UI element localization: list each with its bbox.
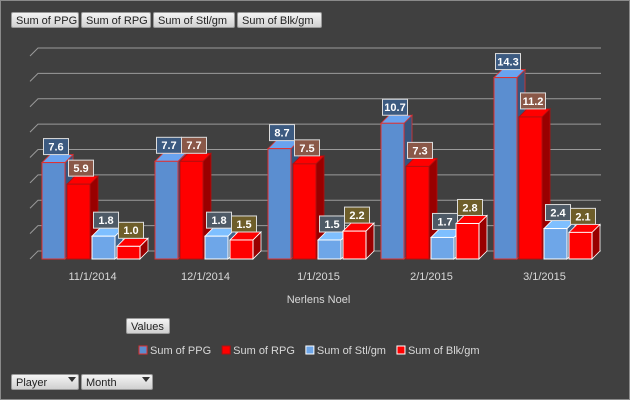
- bar: [317, 239, 342, 260]
- bar: [342, 230, 367, 260]
- field-button[interactable]: Sum of PPG: [11, 12, 79, 28]
- data-label-box: [570, 207, 596, 225]
- legend-label: Sum of RPG: [233, 345, 295, 357]
- bar: [292, 163, 317, 260]
- x-tick-label: 2/1/2015: [410, 271, 453, 283]
- legend-marker: [305, 345, 315, 355]
- data-label: 2.4: [550, 207, 566, 219]
- bar: [154, 160, 179, 260]
- grid-line: [29, 123, 601, 133]
- bar: [91, 235, 116, 260]
- data-label: 7.5: [299, 143, 314, 155]
- bar: [543, 228, 568, 260]
- bar: [518, 116, 543, 260]
- data-label: 5.9: [73, 163, 88, 175]
- data-label-box: [43, 138, 69, 156]
- bar: [455, 222, 480, 260]
- data-label: 1.8: [211, 215, 226, 227]
- data-label: 1.8: [98, 215, 113, 227]
- data-label: 1.0: [123, 225, 138, 237]
- bar: [179, 160, 204, 260]
- data-label: 1.5: [324, 219, 339, 231]
- bar: [430, 236, 455, 260]
- bar: [380, 122, 405, 260]
- field-button[interactable]: Sum of RPG: [81, 12, 151, 28]
- grid-line: [29, 98, 601, 108]
- filter-arrow[interactable]: [142, 377, 150, 382]
- data-label: 2.8: [462, 202, 477, 214]
- filter-label: Month: [86, 377, 117, 389]
- data-label: 1.5: [236, 219, 251, 231]
- bar: [493, 77, 518, 260]
- filter-button[interactable]: Player: [11, 374, 79, 390]
- data-label-box: [181, 136, 207, 154]
- data-label-box: [118, 221, 144, 239]
- data-label-box: [68, 159, 94, 177]
- bar: [66, 183, 91, 260]
- data-label-box: [344, 206, 370, 224]
- bar: [568, 231, 593, 260]
- grid-line: [29, 47, 601, 57]
- data-label-box: [407, 141, 433, 159]
- data-label-box: [294, 139, 320, 157]
- x-tick-label: 12/1/2014: [181, 271, 230, 283]
- data-label-box: [269, 124, 295, 142]
- data-label: 2.1: [575, 211, 590, 223]
- data-label-box: [520, 92, 546, 110]
- data-label: 2.2: [349, 210, 364, 222]
- data-label: 8.7: [274, 128, 289, 140]
- data-label-box: [231, 215, 257, 233]
- field-button[interactable]: Sum of Blk/gm: [237, 12, 322, 28]
- bar: [229, 239, 254, 260]
- filter-label: Player: [16, 377, 48, 389]
- data-label-box: [319, 215, 345, 233]
- data-label-box: [495, 53, 521, 71]
- legend-label: Sum of Stl/gm: [317, 345, 386, 357]
- x-axis-title: Nerlens Noel: [287, 294, 351, 306]
- data-label: 7.6: [48, 141, 63, 153]
- legend-marker: [221, 345, 231, 355]
- values-button[interactable]: Values: [126, 318, 170, 334]
- data-label: 1.7: [437, 216, 452, 228]
- data-label-box: [382, 98, 408, 116]
- x-tick-label: 11/1/2014: [68, 271, 116, 283]
- data-label: 11.2: [523, 96, 544, 108]
- x-tick-label: 3/1/2015: [523, 271, 566, 283]
- data-label: 10.7: [384, 102, 405, 114]
- filter-button[interactable]: Month: [81, 374, 153, 390]
- bar: [405, 165, 430, 260]
- bar: [204, 235, 229, 260]
- data-label: 7.7: [161, 140, 176, 152]
- bar: [267, 148, 292, 260]
- data-label: 7.3: [412, 145, 427, 157]
- data-label: 14.3: [497, 56, 518, 68]
- x-tick-label: 1/1/2015: [297, 271, 340, 283]
- data-label: 7.7: [186, 140, 201, 152]
- legend-marker: [396, 345, 406, 355]
- filter-arrow[interactable]: [68, 377, 76, 382]
- grid-line: [29, 72, 601, 82]
- bar: [41, 162, 66, 260]
- bar: [116, 245, 141, 260]
- legend-label: Sum of Blk/gm: [408, 345, 480, 357]
- legend-label: Sum of PPG: [150, 345, 211, 357]
- data-label-box: [93, 211, 119, 229]
- field-button[interactable]: Sum of Stl/gm: [153, 12, 235, 28]
- legend-marker: [138, 345, 148, 355]
- data-label-box: [457, 198, 483, 216]
